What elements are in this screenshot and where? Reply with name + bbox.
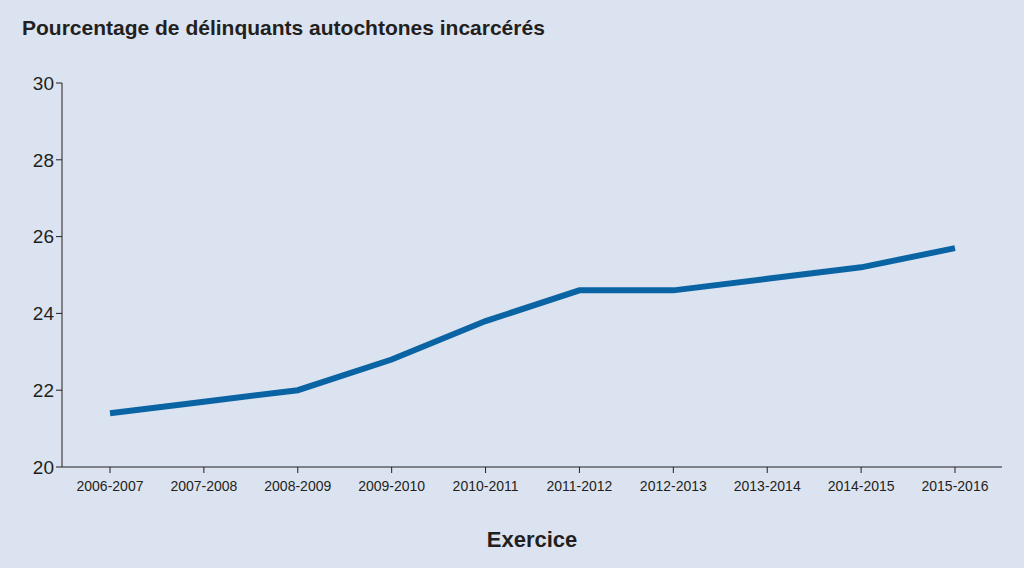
svg-text:2008-2009: 2008-2009 <box>264 478 331 494</box>
svg-text:26: 26 <box>33 226 54 247</box>
svg-text:2009-2010: 2009-2010 <box>358 478 425 494</box>
svg-text:2015-2016: 2015-2016 <box>922 478 989 494</box>
svg-text:2006-2007: 2006-2007 <box>77 478 144 494</box>
svg-text:28: 28 <box>33 150 54 171</box>
html-text:Pourcentage de délinquants aut: Pourcentage de délinquants autochtones i… <box>22 16 545 39</box>
svg-text:2014-2015: 2014-2015 <box>828 478 895 494</box>
svg-text:2012-2013: 2012-2013 <box>640 478 707 494</box>
svg-text:2011-2012: 2011-2012 <box>546 478 612 494</box>
svg-text:24: 24 <box>33 303 55 324</box>
svg-text:30: 30 <box>33 73 54 94</box>
svg-text:22: 22 <box>33 380 54 401</box>
svg-text:2007-2008: 2007-2008 <box>170 478 237 494</box>
svg-text:20: 20 <box>33 457 54 478</box>
svg-text:2013-2014: 2013-2014 <box>734 478 801 494</box>
svg-text:2010-2011: 2010-2011 <box>453 478 519 494</box>
svg-text:Exercice: Exercice <box>487 527 578 552</box>
